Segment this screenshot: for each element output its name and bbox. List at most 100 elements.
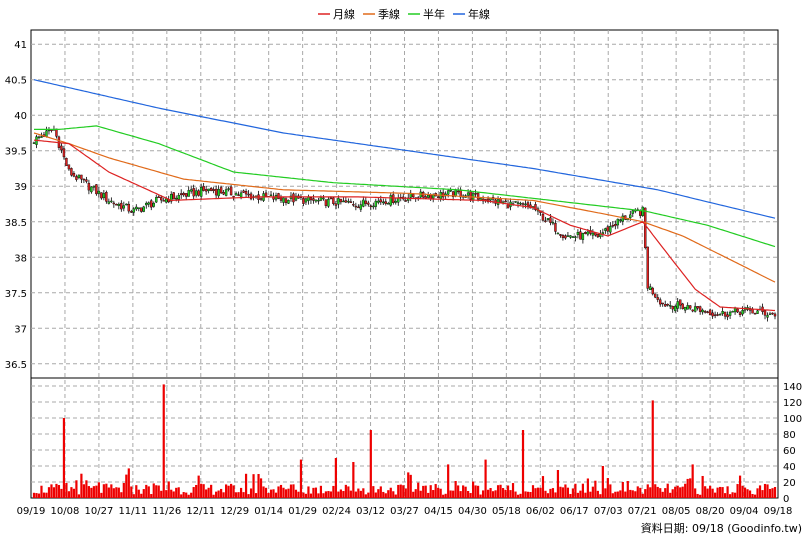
candle-body — [352, 204, 355, 206]
candle-body — [184, 193, 188, 197]
volume-bar — [564, 484, 567, 498]
candle-body — [586, 231, 590, 235]
candle-body — [82, 178, 86, 181]
volume-bar — [429, 485, 432, 498]
volume-tick-label: 80 — [783, 430, 796, 441]
volume-bar — [674, 486, 677, 498]
candle-body — [132, 208, 135, 213]
candle-body — [449, 190, 452, 192]
volume-bar — [155, 485, 158, 498]
candle-body — [32, 142, 36, 144]
volume-bar — [494, 490, 497, 498]
candle-body — [67, 164, 71, 170]
volume-bar — [639, 487, 642, 498]
volume-bar — [292, 484, 295, 498]
volume-bar — [37, 493, 41, 498]
candle-body — [771, 312, 774, 315]
candle-body — [92, 185, 96, 188]
candle-body — [259, 198, 263, 200]
candle-body — [649, 286, 652, 290]
volume-bar — [230, 483, 233, 498]
candle-body — [574, 236, 577, 238]
volume-bar — [504, 489, 507, 498]
candle-body — [731, 311, 734, 313]
candle-body — [135, 206, 138, 210]
volume-bar — [115, 487, 118, 498]
candle-body — [541, 213, 545, 221]
candle-body — [277, 193, 280, 199]
price-tick-label: 37.5 — [5, 289, 27, 300]
volume-bar — [696, 493, 699, 498]
price-tick-label: 41 — [14, 40, 27, 51]
volume-bar — [212, 494, 215, 498]
volume-bar — [349, 490, 352, 498]
candle-body — [77, 174, 81, 178]
candle-body — [524, 203, 527, 206]
date-tick-label: 01/14 — [254, 506, 283, 517]
volume-bar — [339, 489, 342, 498]
candle-body — [209, 188, 213, 191]
volume-bar — [274, 492, 278, 498]
volume-bar — [746, 489, 749, 498]
date-tick-label: 09/19 — [17, 506, 46, 517]
candle-body — [703, 311, 707, 313]
price-axis: 41 40.5 40 39.5 39 38.5 38 37.5 37 36.5 — [5, 40, 27, 371]
candle-body — [521, 203, 525, 205]
volume-bar — [763, 483, 767, 498]
candle-body — [329, 197, 333, 200]
candle-body — [62, 148, 66, 158]
volume-bar — [509, 490, 512, 498]
volume-bar — [289, 484, 293, 498]
candle-body — [753, 313, 757, 315]
candle-body — [549, 217, 552, 223]
candle-body — [75, 176, 78, 180]
candle-body — [768, 313, 772, 316]
volume-bar — [424, 485, 427, 498]
volume-bar — [634, 491, 637, 498]
candle-body — [70, 168, 73, 176]
candle-body — [282, 197, 285, 203]
candle-body — [666, 304, 669, 306]
volume-bar — [706, 488, 709, 498]
candle-body — [619, 219, 622, 221]
volume-bar — [107, 487, 110, 498]
volume-bar — [659, 488, 662, 498]
volume-bar — [232, 485, 235, 498]
volume-bar — [719, 486, 722, 498]
volume-bar — [359, 490, 362, 498]
candle-body — [172, 192, 175, 200]
volume-bar — [135, 485, 138, 498]
candle-body — [609, 226, 612, 233]
candle-body — [454, 189, 457, 197]
candle-body — [322, 197, 325, 200]
volume-bar — [404, 488, 407, 498]
candle-body — [339, 198, 343, 203]
candle-body — [721, 311, 724, 314]
volume-bar — [681, 486, 684, 498]
volume-bar — [132, 494, 135, 498]
volume-bar — [262, 486, 265, 498]
candle-body — [374, 200, 378, 207]
volume-bar — [773, 486, 777, 498]
volume-bar — [601, 466, 604, 498]
volume-bar — [52, 487, 56, 498]
volume-bar — [686, 478, 689, 498]
candle-body — [718, 314, 722, 316]
candle-body — [654, 293, 657, 298]
candle-body — [581, 233, 585, 240]
volume-tick-label: 20 — [783, 478, 796, 489]
candle-body — [708, 309, 712, 316]
candle-body — [332, 197, 335, 204]
candle-body — [728, 311, 732, 316]
volume-bar — [604, 488, 607, 498]
candle-body — [688, 305, 692, 309]
volume-bar — [412, 491, 415, 498]
volume-bar — [457, 485, 460, 498]
candle-body — [664, 304, 667, 307]
volume-bar — [556, 470, 560, 498]
volume-bar — [591, 486, 594, 498]
volume-bar — [337, 491, 340, 498]
candle-body — [713, 314, 717, 316]
candle-body — [224, 189, 228, 196]
volume-bar — [756, 488, 759, 498]
